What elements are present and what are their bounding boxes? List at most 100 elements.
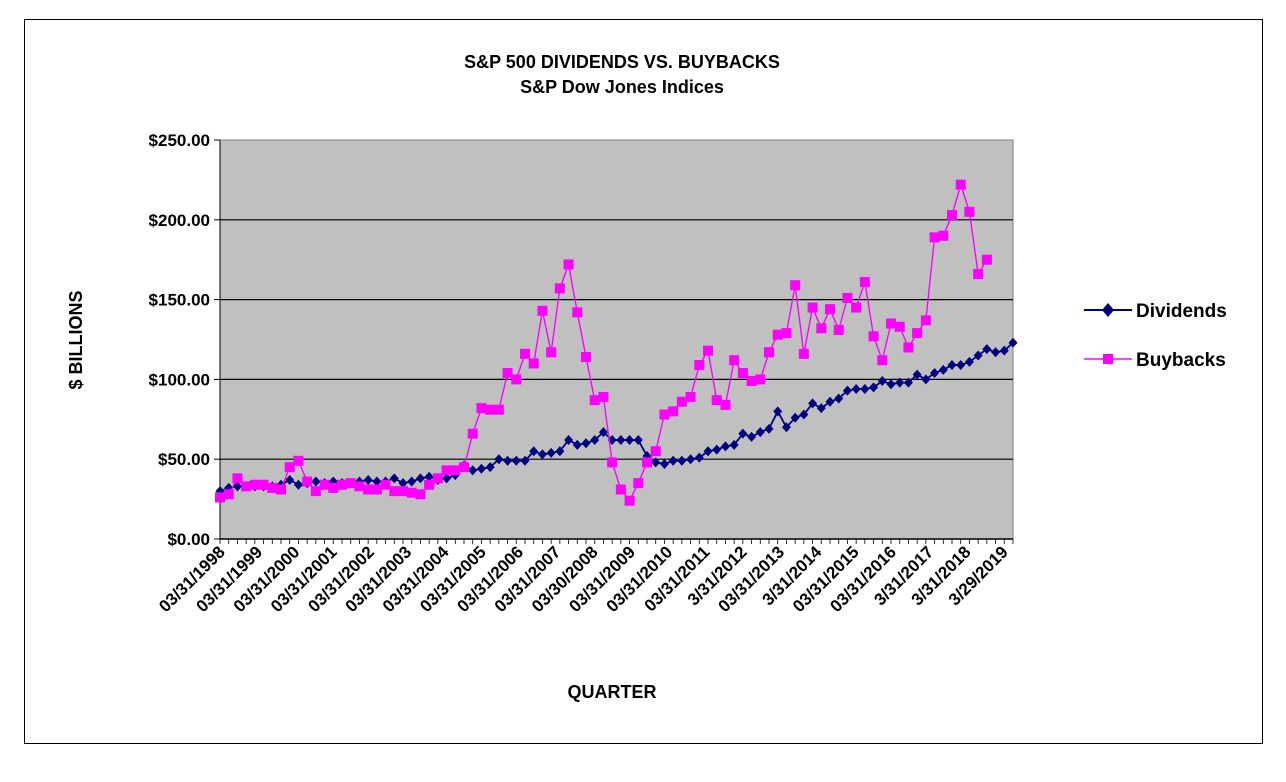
point-dividends (494, 454, 504, 465)
point-dividends (956, 360, 966, 371)
plot-area (219, 139, 1014, 540)
point-buybacks (302, 476, 313, 487)
point-dividends (886, 379, 896, 390)
point-buybacks (415, 489, 426, 500)
point-dividends (389, 473, 399, 484)
point-buybacks (903, 342, 914, 353)
point-buybacks (703, 345, 713, 356)
point-buybacks (546, 347, 557, 358)
point-dividends (869, 382, 879, 393)
point-dividends (877, 375, 887, 386)
point-dividends (790, 412, 800, 423)
y-tick-label: $100.00 (149, 370, 210, 389)
point-dividends (921, 374, 931, 385)
legend-marker-buybacks (1103, 354, 1113, 364)
point-dividends (485, 462, 495, 473)
point-buybacks (371, 484, 382, 495)
point-dividends (686, 454, 696, 465)
point-buybacks (633, 478, 644, 489)
point-buybacks (441, 465, 452, 476)
point-buybacks (912, 328, 923, 339)
point-dividends (581, 438, 591, 449)
point-dividends (651, 457, 661, 468)
point-dividends (712, 444, 722, 455)
point-buybacks (424, 479, 435, 490)
point-dividends (991, 347, 1001, 358)
point-buybacks (363, 484, 374, 495)
point-buybacks (833, 324, 844, 335)
point-dividends (520, 455, 530, 466)
point-dividends (407, 476, 417, 487)
point-buybacks (938, 230, 949, 241)
point-dividends (476, 463, 486, 474)
y-axis: $0.00 $50.00 $100.00 $150.00 $200.00 $250.00 (149, 131, 1013, 549)
point-dividends (668, 455, 678, 466)
point-buybacks (554, 283, 565, 294)
point-dividends (703, 446, 713, 457)
point-dividends (633, 435, 643, 446)
series-layer (215, 179, 1018, 506)
point-buybacks (276, 484, 286, 495)
point-buybacks (807, 302, 818, 313)
point-buybacks (537, 305, 548, 316)
point-buybacks (493, 404, 504, 415)
point-dividends (808, 398, 818, 409)
point-dividends (729, 439, 739, 450)
point-buybacks (345, 478, 356, 489)
chart-subtitle: S&P Dow Jones Indices (520, 77, 724, 97)
point-dividends (799, 409, 809, 420)
point-dividends (503, 455, 513, 466)
point-dividends (964, 356, 974, 367)
point-buybacks (476, 403, 487, 414)
point-buybacks (563, 259, 574, 270)
point-dividends (529, 446, 539, 457)
point-dividends (860, 383, 870, 394)
point-buybacks (528, 358, 539, 369)
point-dividends (468, 465, 478, 476)
point-buybacks (319, 479, 330, 490)
point-buybacks (232, 473, 243, 484)
point-buybacks (502, 368, 513, 379)
point-dividends (773, 406, 783, 417)
point-buybacks (293, 455, 304, 466)
point-buybacks (328, 482, 339, 493)
point-dividends (912, 369, 922, 380)
point-buybacks (615, 484, 626, 495)
point-buybacks (851, 302, 862, 313)
chart-title: S&P 500 DIVIDENDS VS. BUYBACKS (464, 52, 780, 72)
point-buybacks (467, 428, 478, 439)
point-dividends (973, 350, 983, 361)
point-buybacks (842, 293, 853, 304)
point-buybacks (380, 479, 391, 490)
point-dividends (947, 360, 957, 371)
point-dividends (764, 423, 774, 434)
point-dividends (555, 446, 565, 457)
x-axis-label: QUARTER (568, 682, 657, 702)
y-tick-label: $200.00 (149, 211, 210, 230)
point-buybacks (746, 375, 757, 386)
point-dividends (720, 441, 730, 452)
point-dividends (511, 455, 521, 466)
point-buybacks (450, 465, 461, 476)
point-dividends (982, 344, 992, 355)
y-tick-label: $150.00 (149, 291, 210, 310)
point-buybacks (920, 315, 931, 326)
point-dividends (930, 368, 940, 379)
point-buybacks (572, 307, 583, 318)
point-buybacks (868, 331, 879, 342)
point-buybacks (310, 486, 321, 497)
point-dividends (285, 474, 295, 485)
legend: Dividends Buybacks (1084, 301, 1227, 371)
point-dividends (546, 447, 556, 458)
point-dividends (537, 449, 547, 460)
point-dividends (311, 476, 321, 487)
point-buybacks (398, 486, 408, 497)
point-buybacks (711, 395, 722, 406)
point-dividends (293, 479, 303, 490)
legend-label-buybacks: Buybacks (1136, 350, 1226, 371)
point-buybacks (511, 374, 522, 385)
point-dividends (895, 377, 905, 388)
point-dividends (659, 458, 669, 469)
point-dividends (625, 435, 635, 446)
point-buybacks (694, 360, 705, 371)
